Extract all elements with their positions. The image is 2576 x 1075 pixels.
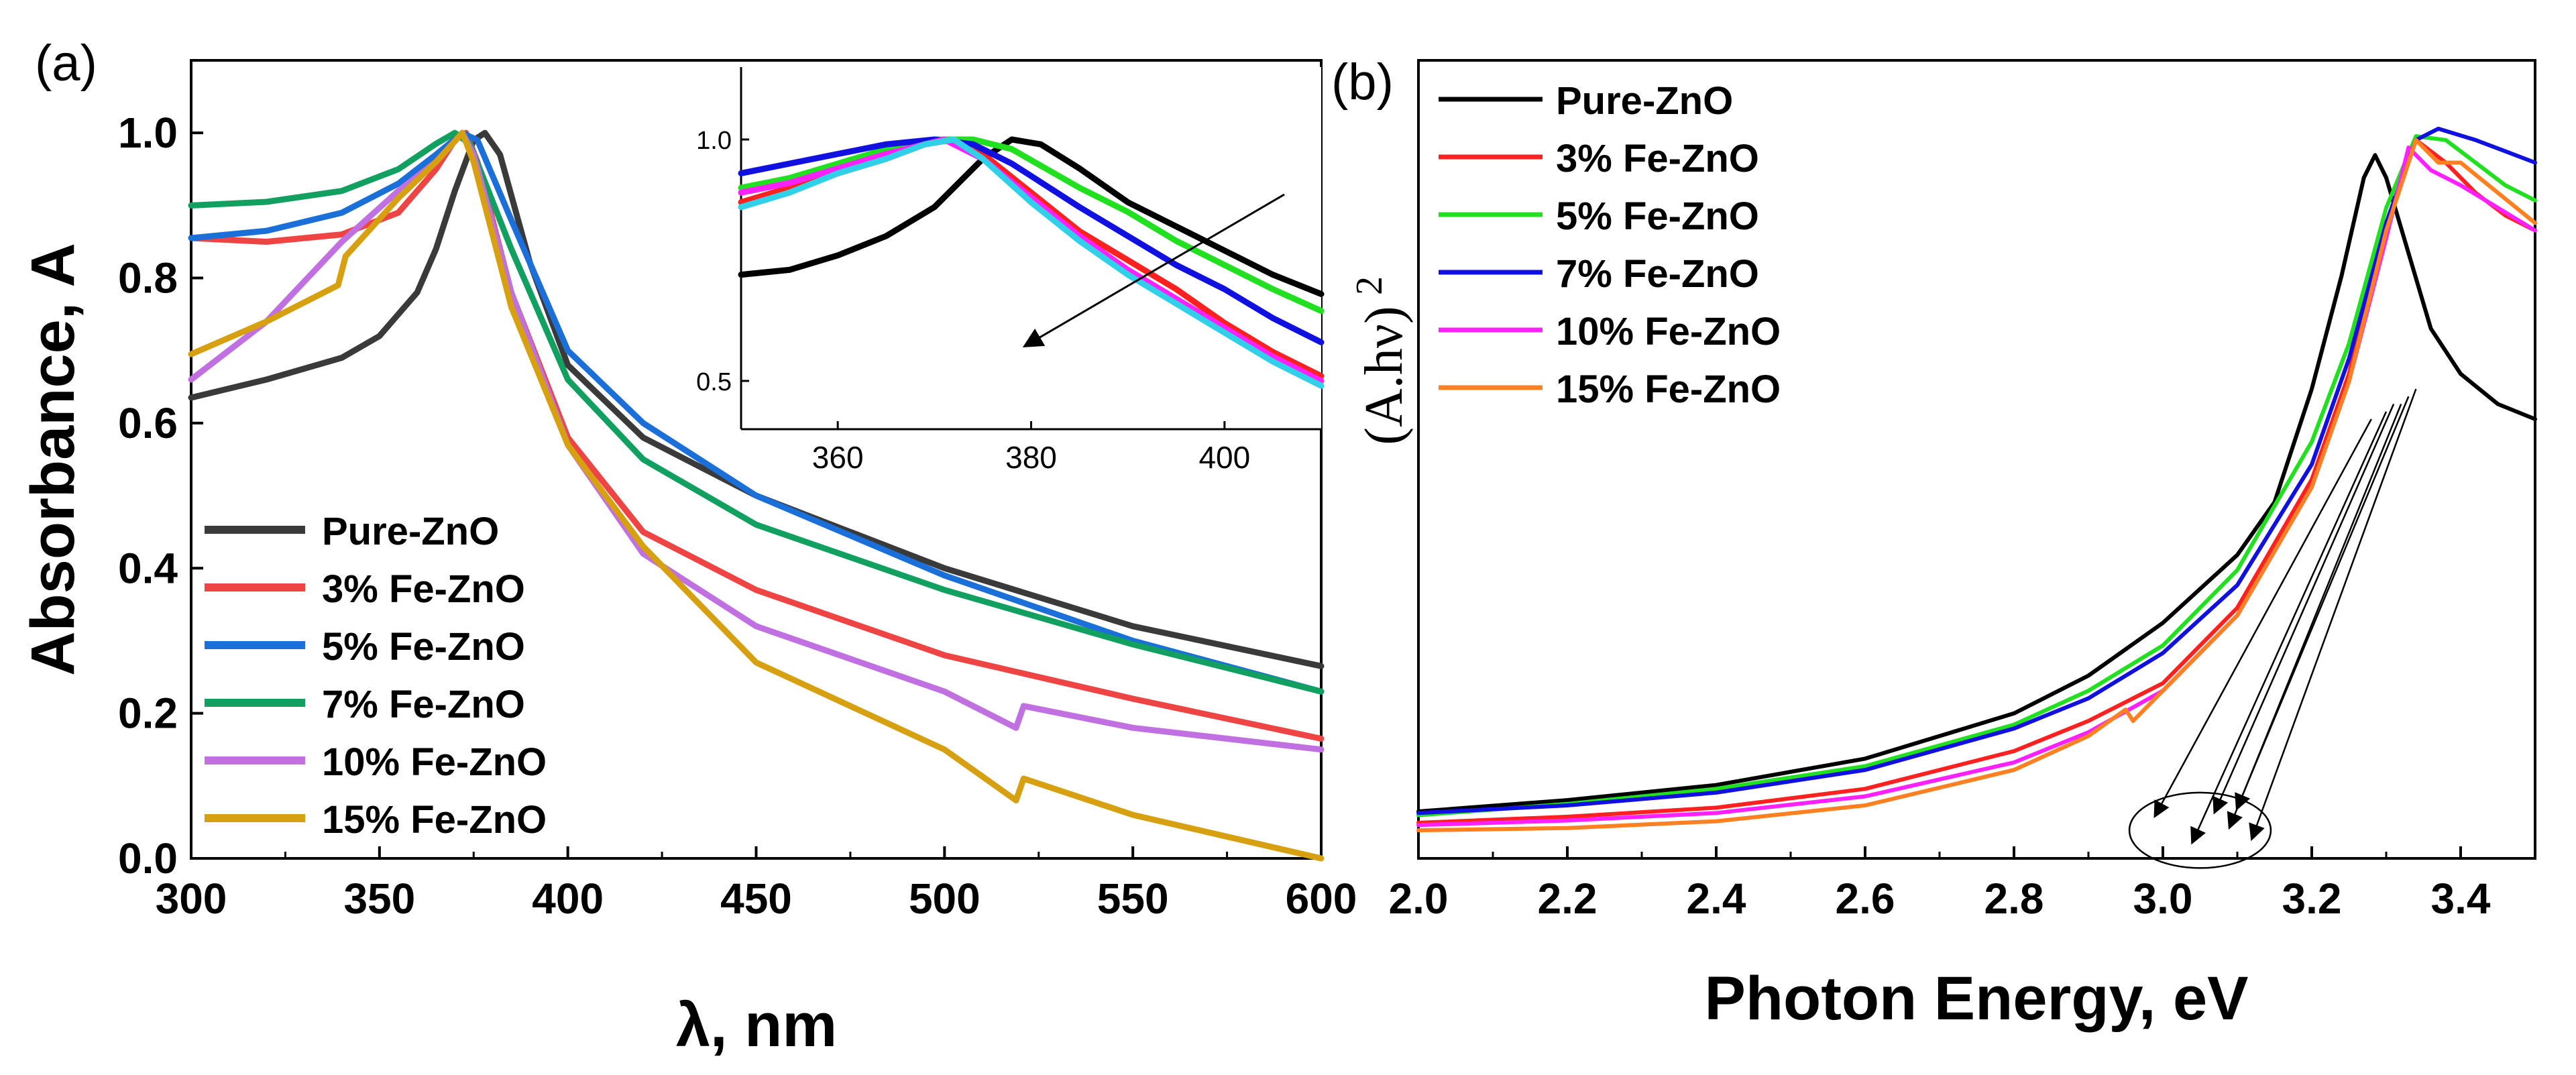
panel-b-y-axis-title: (A.hν) 2	[1349, 276, 1414, 445]
panel-b: (b) 2.0 2.2 2.4 2.6 2.8 3.0 3.2 3.4 Photon Ener…	[1331, 54, 2537, 1033]
inset-y-tick-label: 0.5	[696, 368, 732, 396]
panel-a-x-tick-label: 400	[532, 874, 604, 923]
panel-b-y-axis-title-superscript: 2	[1349, 276, 1390, 295]
panel-a-legend-label: 15% Fe-ZnO	[322, 798, 547, 842]
tangent-arrow	[2213, 403, 2395, 815]
panel-b-legend-label: 15% Fe-ZnO	[1556, 367, 1781, 411]
inset-ticks: 360 380 400 0.5 1.0	[696, 127, 1250, 475]
panel-a-series-7pct-fe-zno	[188, 129, 1325, 695]
panel-b-legend-label: 3% Fe-ZnO	[1556, 137, 1759, 180]
panel-b-x-tick-label: 3.4	[2431, 874, 2491, 923]
panel-b-x-tick-label: 2.0	[1389, 874, 1449, 923]
panel-b-y-axis-title-main: (A.hν)	[1355, 306, 1414, 445]
panel-b-x-tick-label: 2.4	[1687, 874, 1746, 923]
panel-a-y-tick-label: 0.0	[118, 834, 178, 883]
panel-b-series-3pct-fe-zno	[1416, 137, 2537, 825]
tangent-arrow	[2235, 396, 2410, 811]
panel-b-x-tick-label: 2.8	[1984, 874, 2044, 923]
panel-a-legend-label: 3% Fe-ZnO	[322, 567, 525, 611]
tangent-arrow	[2249, 388, 2417, 842]
panel-a-x-tick-label: 350	[343, 874, 415, 923]
panel-a-label: (a)	[35, 35, 97, 92]
panel-a-legend: Pure-ZnO 3% Fe-ZnO 5% Fe-ZnO 7% Fe-ZnO 10% F…	[205, 510, 547, 842]
panel-a-legend-label: 7% Fe-ZnO	[322, 683, 525, 726]
tangent-arrow	[2153, 418, 2372, 819]
tangent-arrow	[2190, 411, 2388, 845]
inset-x-tick-label: 360	[812, 440, 864, 475]
inset-x-tick-label: 380	[1005, 440, 1057, 475]
panel-a-y-tick-label: 1.0	[118, 109, 178, 157]
panel-b-label: (b)	[1331, 54, 1394, 111]
panel-a-legend-label: 5% Fe-ZnO	[322, 625, 525, 669]
inset-background	[741, 67, 1321, 429]
panel-a-series-15pct-fe-zno	[188, 129, 1325, 862]
inset-trend-arrow	[1022, 193, 1285, 348]
panel-b-legend-label: 7% Fe-ZnO	[1556, 252, 1759, 296]
panel-a-x-tick-label: 450	[720, 874, 792, 923]
panel-b-x-ticks: 2.0 2.2 2.4 2.6 2.8 3.0 3.2 3.4	[1389, 846, 2491, 923]
band-gap-ellipse	[2128, 791, 2272, 869]
inset-series-5pct-fe-zno	[738, 136, 1325, 315]
panel-b-x-tick-label: 2.2	[1538, 874, 1598, 923]
panel-a-x-axis-title: λ, nm	[676, 991, 837, 1060]
panel-a-y-axis-title: Absorbance, A	[19, 243, 87, 676]
panel-b-plot-frame	[1417, 59, 2536, 860]
panel-b-series	[1416, 126, 2537, 833]
panel-b-legend: Pure-ZnO 3% Fe-ZnO 5% Fe-ZnO 7% Fe-ZnO 10% F…	[1439, 79, 1781, 411]
panel-b-legend-label: 10% Fe-ZnO	[1556, 310, 1781, 353]
panel-b-x-axis-title: Photon Energy, eV	[1704, 964, 2248, 1033]
panel-a-y-tick-label: 0.2	[118, 689, 178, 738]
panel-a-x-tick-label: 300	[156, 874, 227, 923]
panel-b-legend-label: 5% Fe-ZnO	[1556, 194, 1759, 238]
panel-b-x-tick-label: 3.2	[2282, 874, 2342, 923]
panel-b-x-tick-label: 3.0	[2133, 874, 2193, 923]
panel-a-x-tick-label: 500	[909, 874, 981, 923]
panel-a-legend-label: 10% Fe-ZnO	[322, 740, 547, 784]
panel-a: (a) 300 350 400 450 500 550 600 0.00.20.40.60.…	[19, 35, 1357, 1060]
panel-b-x-tick-label: 2.6	[1836, 874, 1895, 923]
panel-a-y-ticks: 0.0 0.2 0.4 0.6 0.8 1.0	[118, 109, 203, 883]
panel-b-series-5pct-fe-zno	[1416, 134, 2537, 817]
panel-b-series-pure-zno	[1416, 153, 2537, 813]
panel-a-y-tick-label: 0.6	[118, 399, 178, 447]
panel-a-inset: 360 380 400 0.5 1.0	[696, 67, 1325, 475]
panel-a-y-tick-label: 0.4	[118, 544, 178, 592]
panel-a-x-tick-label: 550	[1097, 874, 1169, 923]
panel-b-legend-label: Pure-ZnO	[1556, 79, 1733, 123]
panel-a-x-ticks: 300 350 400 450 500 550 600	[156, 846, 1357, 923]
panel-a-y-tick-label: 0.8	[118, 254, 178, 302]
panel-a-series	[188, 129, 1325, 862]
inset-x-tick-label: 400	[1198, 440, 1250, 475]
inset-series-15pct-fe-zno	[738, 136, 1325, 389]
inset-series-7pct-fe-zno	[738, 136, 1325, 345]
inset-series-pure-zno	[738, 136, 1325, 297]
panel-b-series-15pct-fe-zno	[1416, 137, 2537, 833]
panel-a-series-5pct-fe-zno	[188, 129, 1325, 695]
panel-a-legend-label: Pure-ZnO	[322, 510, 499, 553]
inset-series	[738, 136, 1325, 389]
panel-b-annotations	[2128, 388, 2417, 869]
inset-y-tick-label: 1.0	[696, 127, 732, 155]
panel-a-x-tick-label: 600	[1286, 874, 1357, 923]
panel-b-series-7pct-fe-zno	[1416, 126, 2537, 815]
